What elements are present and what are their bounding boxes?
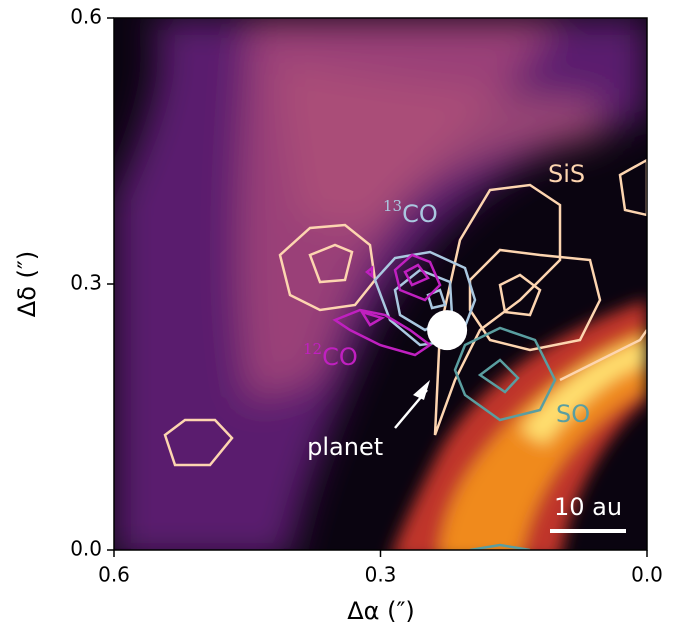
arrow-head <box>413 380 430 400</box>
annotation-text: SO <box>556 400 590 428</box>
planet <box>427 310 468 351</box>
y-tick-label: 0.6 <box>70 5 102 29</box>
annotation-text: CO <box>402 200 438 228</box>
x-tick-label: 0.3 <box>365 563 397 587</box>
image <box>114 18 647 550</box>
annotation: SiS <box>548 160 585 188</box>
scale-bar-label: 10 au <box>554 493 622 521</box>
x-axis-label: Δα (″) <box>347 597 415 625</box>
planet-label: planet <box>307 433 383 461</box>
annotation-sup: 13 <box>383 197 402 215</box>
annotation: SO <box>556 400 590 428</box>
annotation: 12CO <box>303 340 358 371</box>
y-axis-label: Δδ (″) <box>13 251 41 317</box>
contours <box>163 158 647 550</box>
annotation-sup: 12 <box>303 340 322 358</box>
annotation-text: CO <box>322 343 358 371</box>
y-tick-label: 0.3 <box>70 271 102 295</box>
x-tick-label: 0.6 <box>98 563 130 587</box>
y-tick-label: 0.0 <box>70 537 102 561</box>
annotation: 13CO <box>383 197 438 228</box>
x-tick-label: 0.0 <box>631 563 663 587</box>
annotation-text: SiS <box>548 160 585 188</box>
